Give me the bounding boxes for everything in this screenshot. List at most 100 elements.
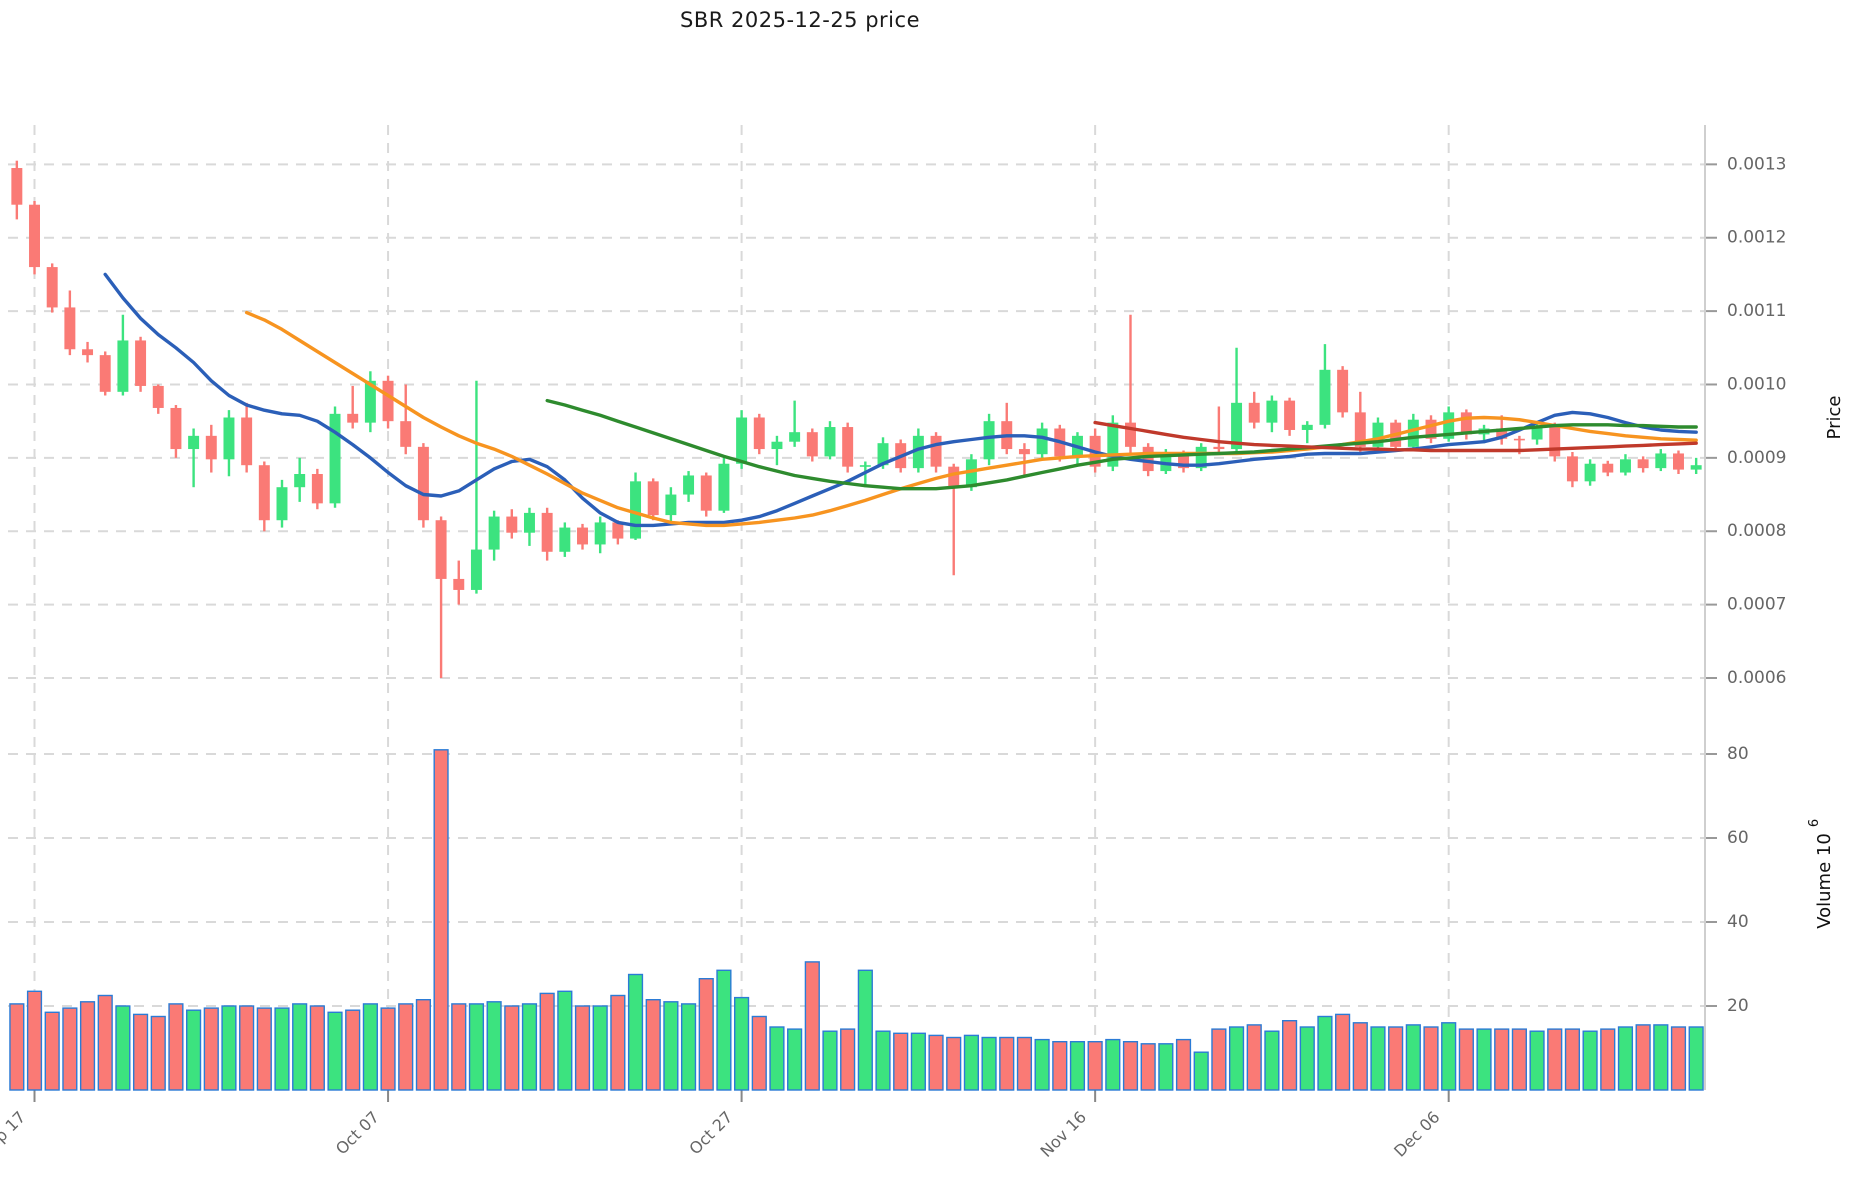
volume-bar: [79, 1001, 96, 1091]
candle-body: [612, 522, 624, 539]
candle-body: [1107, 422, 1119, 467]
candlestick: [46, 263, 58, 313]
candle-body: [1231, 402, 1243, 450]
candlestick: [1460, 409, 1472, 440]
volume-bar: [44, 1011, 60, 1091]
candlestick: [311, 468, 323, 510]
candle-body: [948, 466, 960, 488]
candle-body: [1213, 446, 1225, 450]
candlestick: [506, 509, 518, 539]
volume-bar: [840, 1028, 856, 1091]
volume-bar: [698, 978, 714, 1091]
candle-body: [170, 407, 182, 450]
candle-body: [577, 527, 588, 545]
candle-body: [488, 516, 500, 550]
volume-bar: [1299, 1026, 1315, 1091]
candle-body: [1319, 369, 1331, 425]
volume-bar: [1405, 1024, 1421, 1091]
volume-bar: [910, 1032, 926, 1091]
volume-bar: [9, 1003, 25, 1091]
volume-bar: [857, 969, 873, 1091]
volume-bar: [1140, 1043, 1156, 1091]
volume-bar: [1281, 1020, 1298, 1091]
candlestick: [223, 410, 235, 477]
volume-bar: [1175, 1038, 1192, 1091]
candle-body: [1142, 446, 1154, 472]
volume-bar: [1211, 1028, 1227, 1091]
volume-bar: [928, 1034, 944, 1091]
candlestick: [1673, 450, 1684, 474]
candlestick: [1018, 443, 1030, 477]
volume-bar: [398, 1003, 414, 1091]
candle-body: [1549, 425, 1561, 457]
volume-bar: [1423, 1026, 1439, 1091]
candlestick: [1301, 421, 1313, 444]
candle-body: [117, 340, 129, 392]
candlestick: [205, 424, 217, 473]
candle-body: [1531, 425, 1543, 440]
candle-body: [135, 340, 147, 386]
candle-body: [806, 432, 818, 457]
candlestick: [188, 428, 200, 488]
candle-body: [417, 446, 429, 521]
candlestick: [806, 428, 818, 462]
volume-axis-exponent: 6: [1807, 819, 1822, 827]
volume-bar: [946, 1036, 962, 1091]
volume-bar: [557, 990, 573, 1091]
volume-bar: [362, 1003, 378, 1091]
volume-bar: [1600, 1028, 1616, 1091]
volume-bar: [150, 1015, 166, 1091]
candle-body: [435, 520, 447, 579]
candlestick: [329, 406, 341, 508]
candlestick: [347, 385, 359, 429]
volume-bar: [221, 1005, 237, 1091]
candlestick: [771, 435, 783, 466]
candlestick: [736, 410, 748, 469]
candle-body: [1690, 465, 1702, 470]
volume-bar: [1158, 1043, 1174, 1091]
candlestick: [683, 471, 695, 502]
volume-bar: [239, 1005, 255, 1091]
candle-body: [1178, 454, 1190, 469]
volume-axis-label: Volume 10: [1814, 833, 1835, 929]
candle-body: [82, 349, 94, 356]
volume-bar: [539, 992, 555, 1091]
candle-body: [842, 427, 854, 467]
candlestick: [1549, 422, 1561, 462]
candlestick: [117, 314, 129, 396]
candle-body: [1637, 459, 1649, 469]
candlestick: [82, 341, 94, 363]
candle-body: [647, 481, 659, 516]
volume-bar: [451, 1003, 467, 1091]
candle-body: [700, 475, 712, 511]
volume-bar: [769, 1026, 785, 1091]
volume-bar: [822, 1030, 838, 1091]
candle-body: [930, 435, 942, 467]
volume-bar: [1246, 1024, 1262, 1091]
candle-body: [541, 512, 553, 552]
candle-body: [1460, 412, 1472, 435]
candle-body: [683, 475, 695, 495]
volume-bar: [981, 1036, 997, 1091]
volume-bar: [168, 1003, 184, 1091]
volume-bar: [1388, 1026, 1404, 1091]
candlestick: [647, 478, 659, 521]
ma-line: [103, 272, 1698, 528]
candle-body: [1301, 424, 1313, 430]
price-axis-label: Price: [1824, 396, 1845, 440]
volume-bar: [521, 1003, 538, 1091]
volume-bar: [309, 1005, 325, 1091]
volume-bar: [1494, 1028, 1510, 1091]
price-tick-label: 0.0008: [1727, 521, 1786, 541]
volume-bar: [627, 973, 644, 1091]
candle-body: [983, 421, 995, 460]
candlestick: [1319, 344, 1331, 429]
volume-bar: [592, 1005, 608, 1091]
candlestick: [364, 371, 376, 433]
volume-tick-label: 40: [1727, 912, 1749, 932]
volume-bar: [999, 1036, 1015, 1091]
volume-bar: [875, 1030, 891, 1091]
candlestick: [400, 384, 412, 455]
candle-body: [276, 487, 288, 521]
candle-body: [1248, 402, 1260, 423]
